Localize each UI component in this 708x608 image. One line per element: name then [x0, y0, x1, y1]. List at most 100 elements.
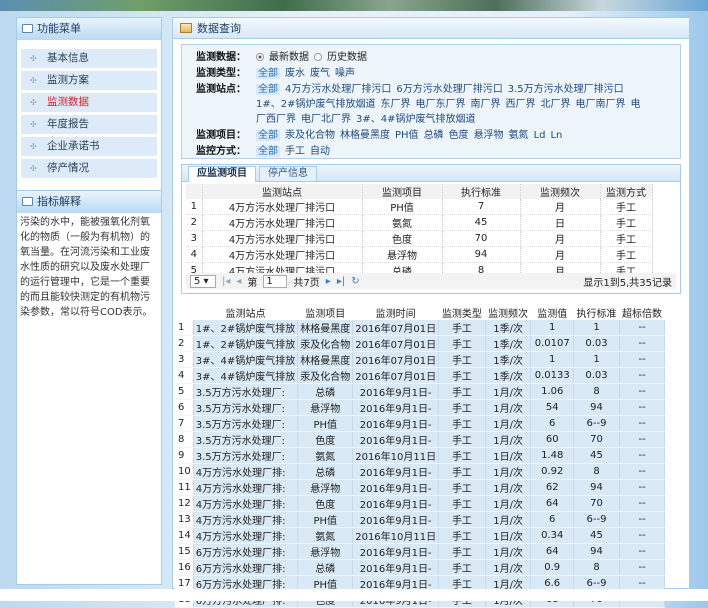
filter-option[interactable]: Ld [533, 130, 546, 141]
filter-option[interactable]: 电厂西厂界 [256, 99, 641, 125]
page-size-select[interactable]: 5 ▾ [190, 274, 216, 288]
table-row[interactable]: 1 4万方污水处理厂排污口 PH值 7 月手工 [186, 199, 674, 215]
table-row[interactable]: 1 1#、2#锅炉废气排放 林格曼黑度 2016年07月01日 手工 1季/次 1 1 -- [175, 320, 666, 336]
filter-option[interactable]: PH值 [395, 130, 419, 141]
table-cell: -- [619, 351, 666, 368]
table-cell: 45 [442, 214, 521, 231]
filter-option[interactable]: 全部 [256, 130, 280, 141]
table-row[interactable]: 13 4万方污水处理厂排: PH值 2016年9月1日- 手工 1月/次 6 6--9 -- [175, 511, 666, 528]
filter-option[interactable]: 6万方污水处理厂排污口 [396, 84, 503, 95]
table-cell: 2016年9月1日- [352, 511, 440, 528]
filter-row-type: 监测类型： 全部 废水 废气 噪声 [196, 66, 680, 81]
table-cell: 1 [573, 320, 620, 336]
filter-option[interactable]: 氨氮 [508, 130, 529, 141]
next-page-button[interactable]: ▸ [325, 275, 331, 287]
table-cell: 1季/次 [485, 320, 532, 336]
sidebar-item-1[interactable]: 监测方案 [21, 71, 157, 90]
filter-option[interactable]: 3#、4#锅炉废气排放烟道 [356, 114, 476, 125]
filter-option[interactable]: 废水 [285, 68, 305, 79]
filter-row-site: 监测站点： 全部 4万方污水处理厂排污口 6万方污水处理厂排污口 3.5万方污水处理厂排… [196, 82, 680, 127]
filter-option[interactable]: 西厂界 [505, 99, 536, 110]
table-cell: 13 [175, 511, 194, 528]
table-row[interactable]: 14 4万方污水处理厂排: 氨氮 2016年10月11日 手工 1日/次 0.34 45 -- [175, 527, 666, 544]
table-cell: 1.48 [530, 447, 575, 464]
table-cell: 0.0133 [530, 367, 575, 384]
filter-option[interactable]: 历史数据 [327, 52, 367, 63]
sidebar-item-3[interactable]: 年度报告 [21, 115, 157, 134]
filter-option[interactable]: 总磷 [423, 130, 444, 141]
table-cell: 2016年10月11日 [352, 447, 440, 464]
filter-option[interactable]: 噪声 [335, 68, 355, 79]
table-cell: 月 [520, 199, 601, 215]
radio-0[interactable] [256, 53, 264, 61]
table-row[interactable]: 17 6万方污水处理厂排: PH值 2016年9月1日- 手工 1月/次 6.6 6--9 -- [175, 575, 666, 592]
first-page-button[interactable]: |◂ [222, 275, 231, 287]
table-cell: 0.34 [530, 527, 575, 544]
filter-option[interactable]: 1#、2#锅炉废气排放烟道 [256, 99, 376, 110]
table-cell: 1.06 [530, 383, 575, 400]
table-row[interactable]: 7 3.5万方污水处理厂: PH值 2016年9月1日- 手工 1月/次 6 6--9 -- [175, 415, 666, 432]
table-row[interactable]: 10 4万方污水处理厂排: 总磷 2016年9月1日- 手工 1月/次 0.92 8 -- [175, 463, 666, 480]
sidebar-item-0[interactable]: 基本信息 [21, 49, 157, 68]
filter-row-data: 监测数据： 最新数据 历史数据 [196, 50, 680, 65]
table-row[interactable]: 3 4万方污水处理厂排污口 色度 70 月手工 [186, 230, 674, 247]
table-cell: 0.03 [573, 335, 620, 352]
page-input[interactable]: 1 [263, 274, 288, 288]
filter-option[interactable]: 4万方污水处理厂排污口 [285, 84, 392, 95]
table-cell: 45 [573, 527, 620, 544]
table-cell: 手工 [438, 335, 486, 352]
tab-1[interactable]: 停产信息 [259, 166, 317, 181]
refresh-icon[interactable]: ↻ [351, 275, 360, 287]
filter-option[interactable]: 全部 [256, 146, 280, 157]
table-cell: -- [619, 447, 666, 464]
table-row[interactable]: 12 4万方污水处理厂排: 色度 2016年9月1日- 手工 1月/次 64 70 -- [175, 495, 666, 512]
table-row[interactable]: 2 4万方污水处理厂排污口 氨氮 45 日手工 [186, 214, 674, 231]
filter-option[interactable]: 全部 [256, 84, 280, 95]
filter-option[interactable]: 北厂界 [540, 99, 571, 110]
table-cell: 70 [573, 431, 620, 448]
filter-option[interactable]: 废气 [310, 68, 330, 79]
filter-option[interactable]: 林格曼黑度 [340, 130, 390, 141]
filter-option[interactable]: 全部 [256, 68, 280, 79]
filter-option[interactable]: 南厂界 [470, 99, 501, 110]
filter-option[interactable]: 东厂界 [380, 99, 411, 110]
table-row[interactable]: 16 6万方污水处理厂排: 总磷 2016年9月1日- 手工 1月/次 0.9 8 -- [175, 559, 666, 576]
sidebar-item-2[interactable]: 监测数据 [21, 93, 157, 112]
indicator-header: 指标解释 [17, 191, 161, 213]
filter-option[interactable]: 3.5万方污水处理厂排污口 [507, 84, 624, 95]
table-row[interactable]: 2 1#、2#锅炉废气排放 汞及化合物 2016年07月01日 手工 1季/次 0.0107… [175, 335, 666, 352]
sidebar-item-4[interactable]: 企业承诺书 [21, 137, 157, 156]
filter-option[interactable]: Ln [550, 130, 563, 141]
filter-option[interactable]: 色度 [448, 130, 469, 141]
table-row[interactable]: 11 4万方污水处理厂排: 悬浮物 2016年9月1日- 手工 1月/次 62 94 -- [175, 479, 666, 496]
last-page-button[interactable]: ▸| [336, 275, 346, 287]
filter-option[interactable]: 自动 [310, 146, 330, 157]
filter-option[interactable]: 电厂东厂界 [415, 99, 466, 110]
table-cell: 94 [573, 543, 620, 560]
table-row[interactable]: 4 3#、4#锅炉废气排放 汞及化合物 2016年07月01日 手工 1季/次 0.0133… [175, 367, 666, 384]
prev-page-button[interactable]: ◂ [236, 275, 242, 287]
table-row[interactable]: 15 6万方污水处理厂排: 悬浮物 2016年9月1日- 手工 1月/次 64 94 -- [175, 543, 666, 560]
table-row[interactable]: 4 4万方污水处理厂排污口 悬浮物 94 月手工 [186, 246, 674, 263]
tab-0[interactable]: 应监测项目 [188, 166, 256, 182]
sidebar-item-5[interactable]: 停产情况 [21, 159, 157, 178]
filter-option[interactable]: 手工 [285, 146, 305, 157]
table-row[interactable]: 3 3#、4#锅炉废气排放 林格曼黑度 2016年07月01日 手工 1季/次 1 1 -- [175, 351, 666, 368]
filter-area: 监测数据： 最新数据 历史数据 监测类型： 全部 废水 废气 噪声 监测站点： 全部 4万方污水处理… [181, 44, 681, 159]
filter-option[interactable]: 最新数据 [269, 52, 309, 63]
filter-option[interactable]: 汞及化合物 [285, 130, 335, 141]
table-row[interactable]: 9 3.5万方污水处理厂: 氨氮 2016年10月11日 手工 1日/次 1.48 45 -- [175, 447, 666, 464]
table-cell: 手工 [438, 415, 486, 432]
table-row[interactable]: 5 3.5万方污水处理厂: 总磷 2016年9月1日- 手工 1月/次 1.06 8 -- [175, 383, 666, 400]
column-header [175, 305, 194, 320]
filter-option[interactable]: 悬浮物 [473, 130, 504, 141]
filter-option[interactable]: 电厂北厂界 [301, 114, 351, 125]
filter-option[interactable]: 电厂南厂界 [575, 99, 626, 110]
table-cell: 色度 [297, 431, 354, 448]
table-row[interactable]: 8 3.5万方污水处理厂: 色度 2016年9月1日- 手工 1月/次 60 70 -- [175, 431, 666, 448]
table-row[interactable]: 6 3.5万方污水处理厂: 悬浮物 2016年9月1日- 手工 1月/次 54 94 -- [175, 399, 666, 416]
table-cell: 手工 [438, 383, 486, 400]
radio-1[interactable] [314, 53, 322, 61]
column-header: 监测站点 [202, 184, 363, 199]
table-cell: 总磷 [297, 559, 354, 576]
